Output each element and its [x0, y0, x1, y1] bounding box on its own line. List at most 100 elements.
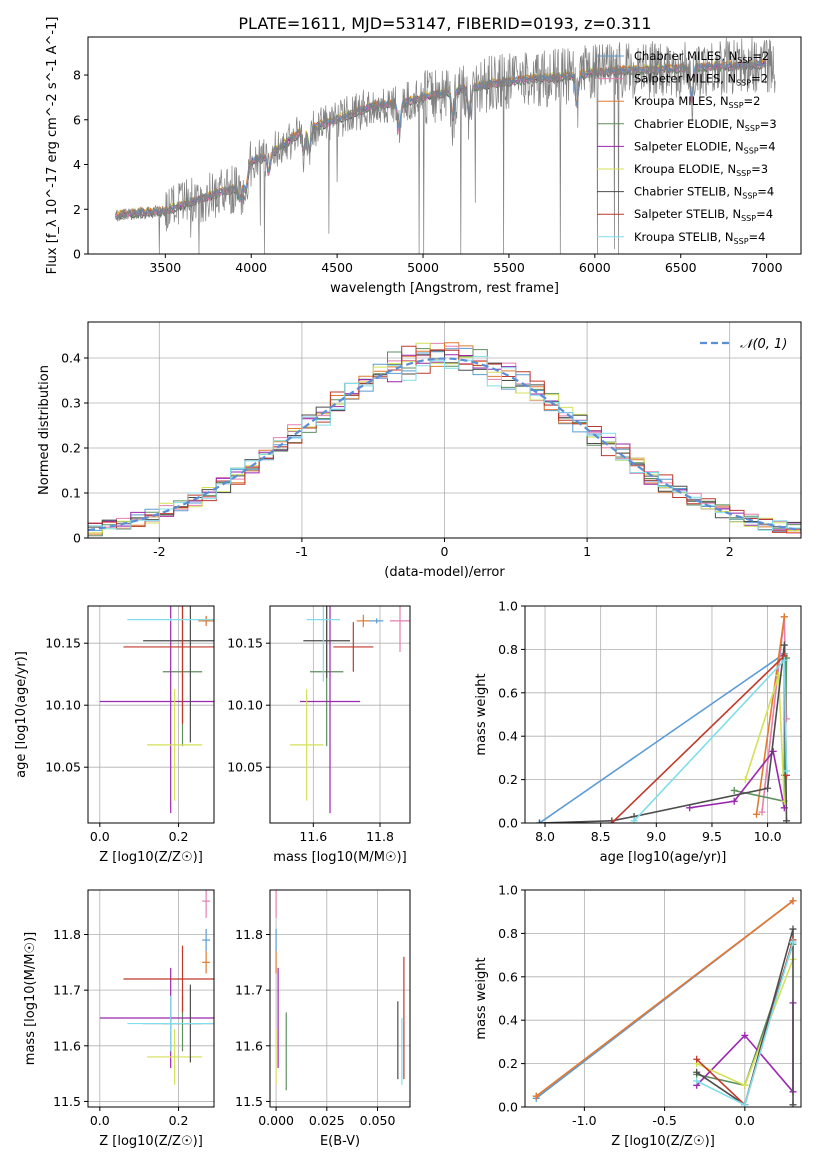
gridlines [270, 606, 410, 823]
weight-marker [780, 656, 788, 664]
legend-label-suffix: =4 [757, 185, 774, 199]
weight-marker [780, 613, 788, 621]
y-tick-label: 0.0 [498, 816, 518, 831]
plot-area [290, 606, 410, 814]
legend-label: Chabrier STELIB, NSSP=4 [634, 185, 774, 201]
y-tick-label: 10.05 [45, 760, 81, 775]
legend-label-text: Kroupa MILES, N [634, 94, 729, 108]
series-chabrier-miles [535, 650, 788, 823]
y-tick-label: 2 [73, 202, 81, 217]
y-tick-label: 11.7 [53, 983, 81, 998]
weight-marker [741, 1031, 749, 1039]
panel-age_vs_Z: 0.0 0.2 10.05 10.10 10.15 Z [log10(Z/Z☉)] age … [14, 605, 215, 865]
y-axis-label: mass weight [474, 957, 489, 1039]
series-kroupa-elodie [693, 955, 797, 1089]
data-point-kroupa-stelib [127, 618, 214, 621]
gaussian-curve [88, 357, 801, 532]
x-tick-label: -1.0 [572, 1113, 596, 1128]
x-tick-label: 8.0 [535, 829, 555, 844]
panel-residuals: -2 -1 0 1 2 0 0.1 0.2 0.3 0.4 (data-model)/error No… [37, 321, 802, 580]
weight-marker [693, 1068, 701, 1076]
x-axis-label: age [log10(age/yr)] [600, 850, 727, 865]
weight-marker [789, 925, 797, 933]
legend-label-text: Chabrier MILES, N [634, 49, 737, 63]
y-tick-label: 0 [73, 247, 81, 262]
y-tick-label: 10.10 [227, 698, 263, 713]
legend-label-suffix: =4 [759, 139, 776, 153]
plot-area [99, 606, 214, 814]
x-tick-label: 8.5 [591, 829, 611, 844]
weight-line [539, 645, 788, 823]
y-axis-label: age [log10(age/yr)] [14, 651, 29, 778]
legend-label: Kroupa STELIB, NSSP=4 [634, 230, 765, 246]
y-tick-label: 11.6 [235, 1038, 263, 1053]
y-tick-label: 10.15 [45, 636, 81, 651]
data-point-kroupa-stelib [306, 606, 340, 682]
histogram-kroupa-stelib [88, 355, 801, 531]
y-tick-label: 10.15 [227, 636, 263, 651]
weight-line [696, 928, 794, 1107]
y-tick-label: 0 [73, 531, 81, 546]
y-tick-label: 0.4 [498, 1013, 518, 1028]
x-axis-label: wavelength [Angstrom, rest frame] [330, 281, 559, 296]
y-tick-label: 0.2 [498, 772, 518, 787]
x-tick-label: 0.000 [258, 1113, 294, 1128]
figure-title: PLATE=1611, MJD=53147, FIBERID=0193, z=0… [238, 14, 651, 33]
weight-marker [535, 819, 543, 823]
weight-marker [769, 747, 777, 755]
panel-age_vs_mass: 11.6 11.8 10.05 10.10 10.15 mass [log10(M/M☉)… [227, 605, 411, 865]
weight-marker [741, 1101, 749, 1107]
weight-marker [608, 819, 616, 823]
panel-weight_vs_age: 8.0 8.5 9.0 9.5 10.0 0.0 0.2 0.4 0.6 0.8 1.0 age [l… [474, 599, 802, 865]
legend-label-text: Salpeter ELODIE, N [634, 139, 744, 153]
y-tick-label: 6 [73, 112, 81, 127]
x-tick-label: 6000 [579, 260, 611, 275]
legend-label-suffix: =2 [752, 49, 769, 63]
legend-label: Kroupa ELODIE, NSSP=3 [634, 162, 768, 178]
legend-label-suffix: =3 [751, 162, 768, 176]
panel-spectrum: 3500 4000 4500 5000 5500 6000 6500 7000 0 2 4 6 8 wav… [45, 17, 802, 296]
legend-label-suffix: =2 [744, 94, 761, 108]
x-axis-label: E(B-V) [320, 1134, 360, 1149]
plot-area [115, 37, 776, 254]
x-tick-label: 0.0 [90, 1113, 110, 1128]
weight-line [689, 749, 786, 809]
legend-label: Chabrier MILES, NSSP=2 [634, 49, 769, 65]
legend-label-sub: SSP [729, 101, 744, 110]
y-tick-label: 0.4 [61, 351, 81, 366]
legend-label-sub: SSP [741, 214, 756, 223]
histogram-salpeter-stelib [88, 345, 801, 533]
x-axis-label: Z [log10(Z/Z☉)] [611, 1134, 715, 1149]
legend-label-sub: SSP [744, 146, 759, 155]
legend-label: Salpeter ELODIE, NSSP=4 [634, 139, 776, 155]
y-tick-label: 1.0 [498, 599, 518, 614]
data-point-kroupa-elodie [147, 1029, 203, 1085]
weight-marker [783, 817, 791, 823]
data-point-chabrier-stelib [143, 606, 214, 743]
model-spectrum-salpeter-miles [115, 61, 767, 220]
x-tick-label: -1 [296, 544, 308, 559]
series-kroupa-miles [752, 613, 788, 818]
y-tick-label: 11.5 [53, 1094, 81, 1109]
legend-label-text: Chabrier ELODIE, N [634, 117, 745, 131]
y-tick-label: 4 [73, 157, 81, 172]
data-point-kroupa-miles [198, 615, 214, 626]
axes-frame [269, 605, 411, 824]
x-tick-label: 0.025 [309, 1113, 345, 1128]
data-point-kroupa-miles [202, 951, 211, 974]
weight-marker [789, 1101, 797, 1107]
plot-area [275, 890, 405, 1091]
data-point-chabrier-stelib [303, 606, 350, 678]
data-point-salpeter-elodie [99, 606, 214, 814]
weight-marker [783, 715, 791, 723]
legend-label-sub: SSP [736, 79, 751, 88]
series-kroupa-elodie [741, 671, 788, 805]
x-tick-label: -2 [153, 544, 165, 559]
x-axis-label: Z [log10(Z/Z☉)] [99, 850, 203, 865]
legend-label-text: Kroupa STELIB, N [634, 230, 734, 244]
x-tick-label: -0.5 [652, 1113, 676, 1128]
axes-frame [524, 889, 802, 1108]
legend-label: Salpeter STELIB, NSSP=4 [634, 207, 773, 223]
x-tick-label: 0.0 [735, 1113, 755, 1128]
weight-marker [783, 767, 791, 775]
